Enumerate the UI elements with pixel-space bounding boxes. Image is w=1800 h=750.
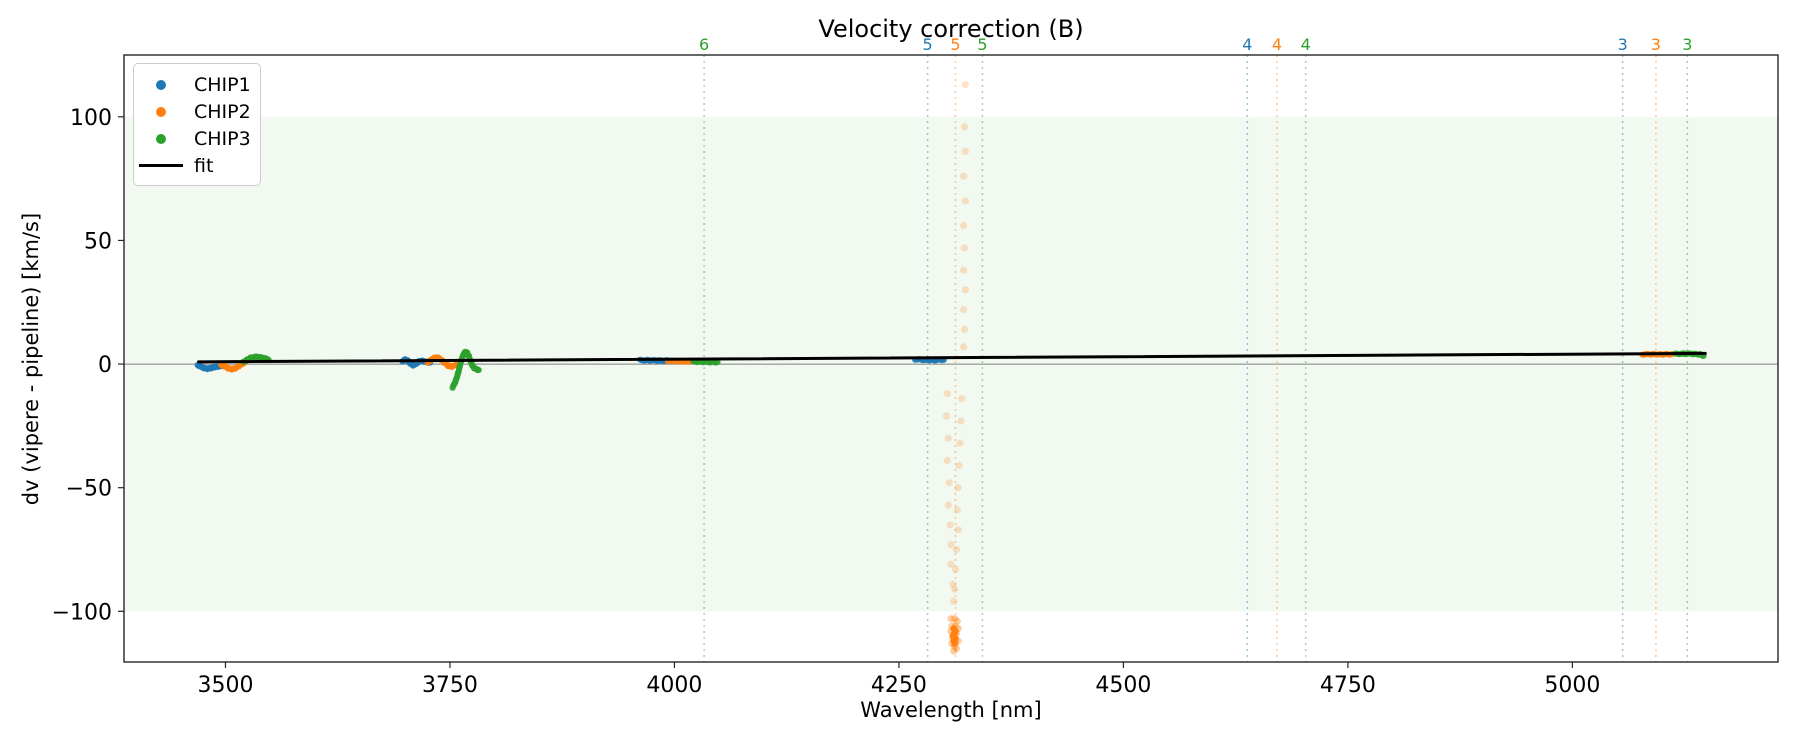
legend-item: fit <box>134 152 260 179</box>
outlier-point <box>961 147 970 155</box>
y-tick-label: 50 <box>84 229 112 254</box>
x-tick-label: 5000 <box>1544 673 1600 698</box>
outlier-point <box>953 617 961 625</box>
outlier-point <box>952 545 961 554</box>
outlier-point <box>951 585 959 593</box>
order-marker-label: 4 <box>1242 35 1252 54</box>
legend-marker-CHIP1 <box>156 79 166 90</box>
y-axis-label: dv (vipere - pipeline) [km/s] <box>19 212 43 506</box>
outlier-point <box>960 325 969 333</box>
y-tick-label: 0 <box>98 353 112 378</box>
outlier-point <box>947 541 955 549</box>
outlier-point <box>960 343 968 351</box>
outlier-point <box>951 640 958 647</box>
outlier-point <box>956 439 964 447</box>
x-axis-label: Wavelength [nm] <box>860 698 1042 722</box>
outlier-point <box>949 580 957 588</box>
outlier-point <box>960 222 968 230</box>
data-point <box>475 366 482 373</box>
outlier-point <box>950 647 958 655</box>
outlier-point <box>951 615 959 623</box>
y-tick-label: −50 <box>66 477 112 502</box>
x-tick-label: 4750 <box>1320 673 1376 698</box>
x-tick-label: 4250 <box>871 673 927 698</box>
y-tick-label: −100 <box>52 600 112 625</box>
outlier-point <box>943 390 952 398</box>
order-marker-label: 3 <box>1682 35 1692 54</box>
outlier-point <box>947 615 955 623</box>
outlier-point <box>953 506 961 514</box>
plot-border <box>123 54 1779 663</box>
outlier-point <box>947 560 955 568</box>
order-marker-label: 6 <box>699 35 709 54</box>
outlier-point <box>961 81 970 89</box>
outlier-point <box>960 244 969 252</box>
legend-marker-fit <box>139 164 183 167</box>
order-marker-label: 5 <box>923 35 933 54</box>
legend-label: fit <box>194 154 214 177</box>
outlier-point <box>954 484 962 492</box>
outlier-point <box>960 123 969 131</box>
legend-label: CHIP2 <box>194 100 251 123</box>
outlier-point <box>961 286 970 294</box>
legend-item: CHIP2 <box>134 98 260 125</box>
legend-label: CHIP3 <box>194 127 251 150</box>
outlier-point <box>944 434 952 442</box>
outlier-point <box>960 306 968 314</box>
data-point <box>714 359 721 366</box>
outlier-point <box>960 172 968 180</box>
legend: CHIP1 CHIP2 CHIP3 fit <box>133 63 261 186</box>
y-tick-label: 100 <box>70 106 112 131</box>
x-tick-label: 3750 <box>422 673 478 698</box>
legend-dot-marker <box>139 106 183 117</box>
outlier-point <box>960 266 968 274</box>
outlier-point <box>954 526 962 534</box>
legend-label: CHIP1 <box>194 73 251 96</box>
outlier-point <box>946 521 954 529</box>
x-tick-label: 3500 <box>197 673 253 698</box>
order-marker-label: 3 <box>1618 35 1628 54</box>
outlier-point <box>945 479 953 487</box>
order-marker-label: 5 <box>950 35 960 54</box>
chart-title: Velocity correction (B) <box>818 15 1084 43</box>
outlier-point <box>950 597 958 606</box>
outlier-point <box>957 417 965 425</box>
fit-line <box>197 351 1707 364</box>
legend-line-marker <box>139 164 183 167</box>
legend-item: CHIP3 <box>134 125 260 152</box>
legend-marker-CHIP3 <box>156 133 166 144</box>
order-marker-label: 3 <box>1651 35 1661 54</box>
outlier-point <box>961 197 970 205</box>
legend-dot-marker <box>139 79 183 90</box>
legend-dot-marker <box>139 133 183 144</box>
outlier-point <box>951 565 960 573</box>
outlier-point <box>943 456 952 465</box>
outlier-point <box>958 395 966 403</box>
order-marker-label: 4 <box>1272 35 1282 54</box>
outlier-point <box>942 412 951 420</box>
order-marker-label: 4 <box>1301 35 1311 54</box>
x-tick-label: 4500 <box>1095 673 1151 698</box>
order-marker-label: 5 <box>977 35 987 54</box>
legend-item: CHIP1 <box>134 71 260 98</box>
legend-marker-CHIP2 <box>156 106 166 117</box>
x-tick-label: 4000 <box>646 673 702 698</box>
outlier-point <box>944 501 952 509</box>
outlier-point <box>955 461 963 469</box>
